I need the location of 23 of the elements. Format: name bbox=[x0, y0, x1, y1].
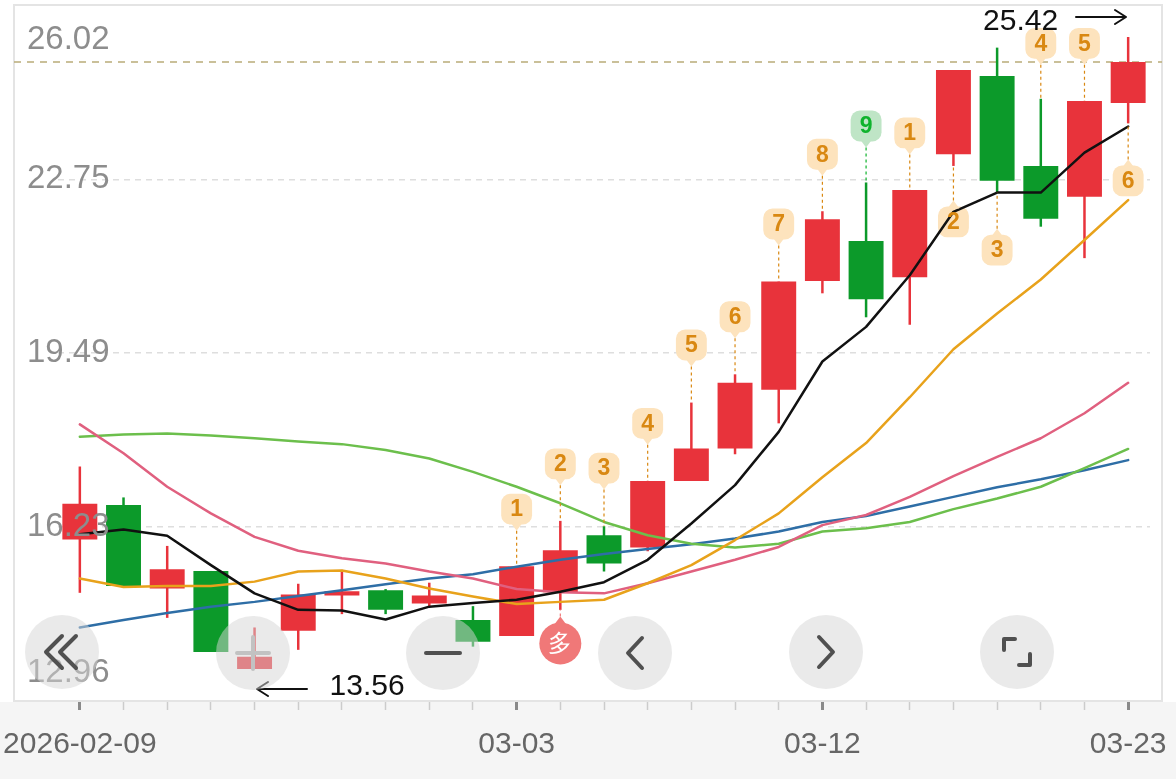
y-tick-label: 19.49 bbox=[27, 332, 110, 370]
x-tick-label: 03-23 bbox=[1089, 726, 1167, 760]
text: 7 bbox=[772, 210, 786, 237]
text: 4 bbox=[641, 409, 655, 436]
x-tick-label: 2026-02-09 bbox=[3, 726, 157, 760]
y-tick-label: 26.02 bbox=[27, 18, 110, 56]
annotation: 13.56 bbox=[329, 668, 405, 702]
text: 2 bbox=[947, 208, 960, 235]
text: 9 bbox=[859, 112, 873, 139]
text: 2 bbox=[553, 450, 567, 477]
text: 5 bbox=[1078, 29, 1091, 56]
text: 1 bbox=[510, 495, 524, 522]
text: 6 bbox=[1121, 167, 1135, 194]
text: 1 bbox=[903, 119, 917, 146]
text: 8 bbox=[816, 140, 829, 167]
text: 3 bbox=[990, 236, 1004, 263]
x-tick-label: 03-03 bbox=[478, 726, 556, 760]
y-tick-label: 22.75 bbox=[27, 158, 110, 196]
data-label: 多 bbox=[548, 628, 573, 657]
text: 5 bbox=[684, 331, 698, 358]
text: 3 bbox=[597, 454, 611, 481]
x-tick-label: 03-12 bbox=[784, 726, 861, 760]
text: 6 bbox=[728, 303, 742, 330]
